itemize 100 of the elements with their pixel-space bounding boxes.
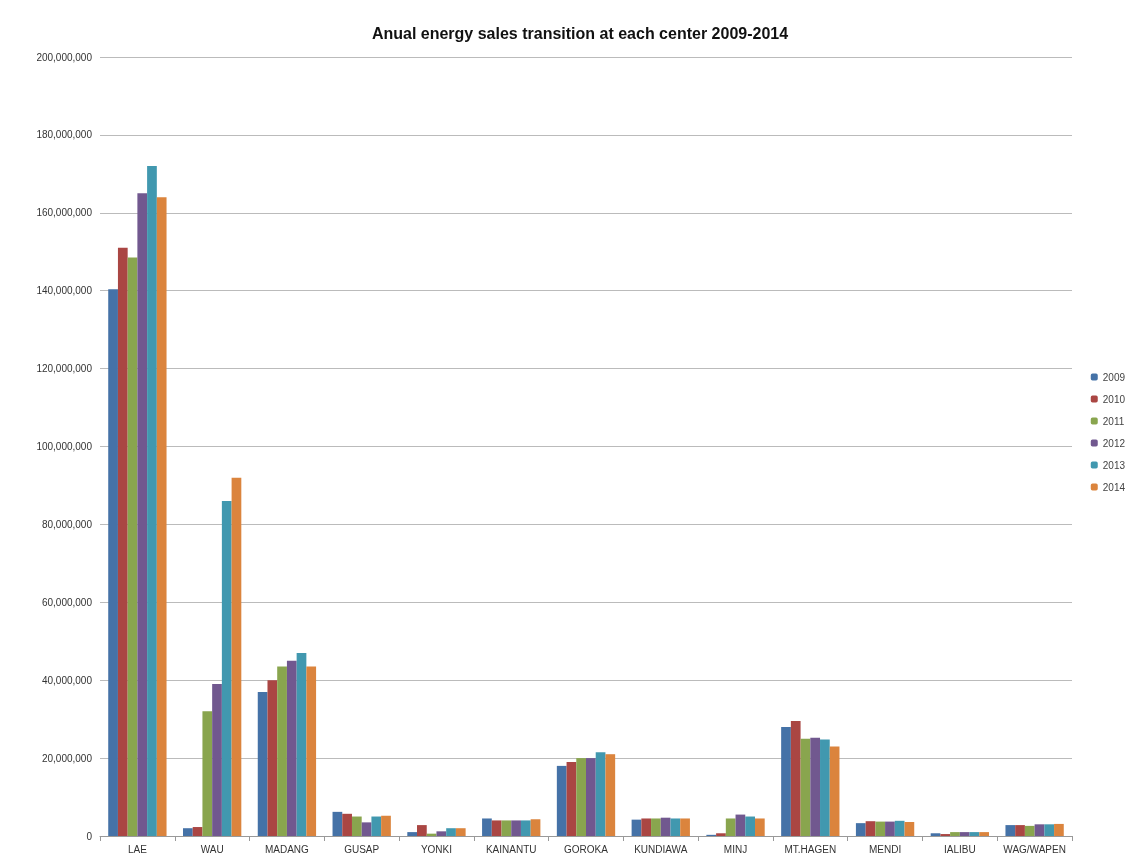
bar [950, 832, 960, 836]
bar [820, 739, 830, 836]
bar [904, 821, 915, 836]
bar [631, 819, 642, 836]
bar [501, 820, 512, 836]
bar [716, 833, 726, 836]
bar [930, 833, 941, 836]
bar [202, 711, 213, 836]
bar [790, 721, 801, 836]
x-tick-label: MINJ [723, 843, 748, 855]
bar [781, 726, 791, 836]
y-tick-label: 120,000,000 [36, 363, 93, 375]
legend-label: 2014 [1102, 481, 1126, 493]
y-tick-label: 60,000,000 [41, 596, 93, 608]
x-tick-label: GUSAP [344, 843, 380, 855]
bar [182, 828, 193, 836]
x-tick-label: MENDI [868, 843, 902, 855]
y-tick-label: 160,000,000 [36, 207, 93, 219]
bar [1034, 824, 1045, 836]
y-tick-label: 40,000,000 [41, 674, 93, 686]
bar [959, 832, 970, 836]
legend-label: 2012 [1102, 437, 1126, 449]
bar [875, 821, 886, 836]
bar [257, 691, 268, 836]
bar [1015, 825, 1025, 836]
bar [455, 828, 466, 836]
bar [1005, 825, 1016, 836]
x-tick-label: GOROKA [564, 843, 609, 855]
bar [342, 813, 352, 836]
bar [332, 811, 343, 836]
bar [894, 820, 905, 836]
x-tick-label: WAU [200, 843, 224, 855]
bar [520, 820, 531, 836]
bar [117, 247, 128, 836]
bar [306, 666, 317, 836]
legend-label: 2009 [1102, 371, 1126, 383]
bar [231, 477, 242, 836]
bar [829, 746, 840, 836]
bar [156, 197, 167, 836]
bar [361, 822, 372, 836]
y-tick-label: 80,000,000 [41, 518, 93, 530]
bar [725, 818, 736, 836]
legend-label: 2013 [1102, 459, 1126, 471]
bar [979, 832, 990, 836]
bar [147, 166, 157, 836]
bar [1044, 824, 1055, 836]
x-tick-label: WAG/WAPEN [1003, 843, 1066, 855]
bar [277, 666, 287, 836]
bar [127, 257, 138, 836]
x-tick-label: KAINANTU [485, 843, 537, 855]
y-tick-label: 180,000,000 [36, 129, 93, 141]
bar [810, 737, 821, 836]
bar [371, 816, 382, 836]
bar [969, 832, 980, 836]
bar [482, 818, 492, 836]
bar [108, 289, 118, 836]
x-tick-label: IALIBU [944, 843, 976, 855]
bar [586, 758, 596, 836]
bar [651, 818, 661, 836]
bar [595, 752, 606, 836]
bar [735, 814, 746, 836]
bar [491, 820, 502, 836]
bar [660, 817, 671, 836]
bar [511, 820, 521, 836]
bar [221, 501, 232, 836]
bar [417, 825, 427, 836]
y-tick-label: 20,000,000 [41, 752, 93, 764]
y-tick-label: 140,000,000 [36, 285, 93, 297]
bar [566, 762, 577, 836]
chart-title: Anual energy sales transition at each center 2009-2014 [371, 24, 789, 42]
bar [800, 738, 811, 836]
x-tick-label: YONKI [420, 843, 453, 855]
bar [286, 660, 297, 836]
bar [1054, 823, 1064, 836]
bar [885, 821, 895, 836]
bar [680, 818, 690, 836]
legend-label: 2011 [1102, 415, 1125, 427]
bar [670, 818, 681, 836]
legend-label: 2010 [1102, 393, 1126, 405]
bar [530, 819, 541, 836]
bar [212, 684, 222, 836]
bar [745, 816, 755, 836]
y-tick-label: 200,000,000 [36, 51, 93, 63]
x-tick-label: MADANG [264, 843, 310, 855]
bar [605, 754, 616, 836]
bar [446, 828, 456, 836]
x-tick-label: MT.HAGEN [784, 843, 837, 855]
bar [296, 652, 307, 836]
bar [267, 680, 278, 836]
y-tick-label: 100,000,000 [36, 441, 93, 452]
x-tick-label: KUNDIAWA [634, 843, 688, 855]
bar [351, 816, 362, 836]
bar [407, 832, 418, 836]
bar [381, 815, 391, 836]
bar [754, 818, 765, 836]
bar [855, 823, 866, 836]
bar [436, 831, 447, 836]
bar [556, 765, 567, 836]
bar [865, 821, 876, 836]
bar [641, 818, 652, 836]
